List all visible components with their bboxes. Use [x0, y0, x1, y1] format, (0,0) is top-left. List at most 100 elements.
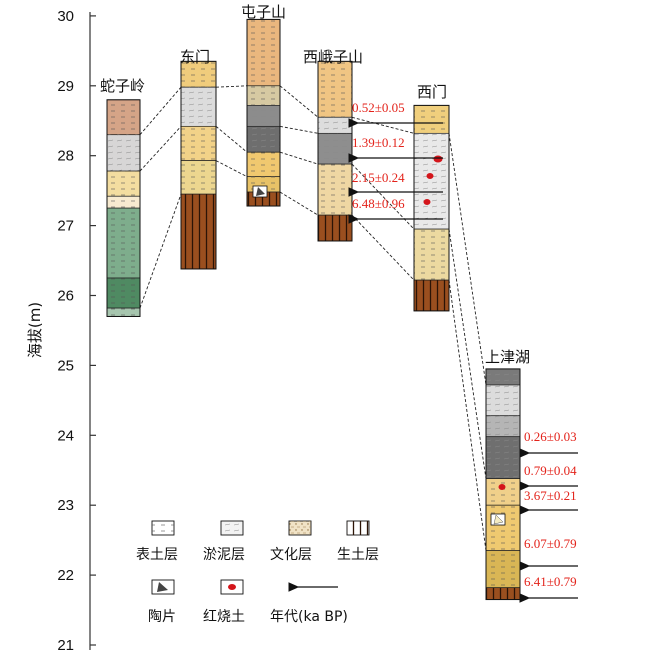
section-column-shezi: [106, 99, 141, 317]
legend-label-natural: 生土层: [337, 547, 379, 563]
section-column-ximen: [413, 104, 450, 312]
section-column-tunzi: [246, 18, 281, 207]
legend: 表土层 淤泥层 文化层 生土层 陶片 红烧土 年代(ka BP): [136, 520, 379, 625]
date-label: 2.15±0.24: [352, 170, 405, 185]
layer-texture: [486, 436, 520, 479]
layer-texture: [414, 229, 449, 281]
y-tick-label: 21: [57, 637, 74, 654]
section-label-ximen: 西门: [417, 83, 447, 101]
legend-label-burnt-clay: 红烧土: [203, 609, 245, 625]
legend-label-cultural: 文化层: [270, 547, 312, 563]
burnt-clay-marker: [426, 173, 434, 179]
section-label-xie: 西峨子山: [303, 48, 363, 66]
layer-texture: [414, 105, 449, 134]
layer-texture: [414, 280, 449, 311]
date-label: 3.67±0.21: [524, 488, 577, 503]
layer-texture: [318, 61, 352, 118]
dates-xie: 0.52±0.05 1.39±0.12 2.15±0.24 6.48±0.96: [348, 100, 443, 224]
section-label-dongmen: 东门: [180, 48, 210, 66]
section-column-xie: [317, 60, 353, 242]
correlation-line: [448, 133, 487, 386]
layer-texture: [247, 105, 280, 127]
y-axis-label: 海拔(m): [26, 302, 44, 358]
correlation-line: [448, 280, 487, 551]
layer-texture: [181, 87, 216, 127]
legend-sherd-icon: [151, 579, 175, 595]
correlation-line: [139, 193, 182, 309]
layer-texture: [107, 171, 140, 197]
layer-texture: [486, 587, 520, 600]
y-tick-label: 26: [57, 288, 74, 305]
column-outline: [106, 99, 141, 317]
layer-texture: [414, 133, 449, 230]
layer-texture: [107, 308, 140, 317]
layer-texture: [318, 133, 352, 165]
date-label: 0.26±0.03: [524, 429, 577, 444]
layer-texture: [181, 160, 216, 195]
date-label: 6.48±0.96: [352, 196, 405, 211]
correlation-line: [215, 160, 248, 178]
dates-shangjin: 0.26±0.03 0.79±0.04 3.67±0.21 6.07±0.79 …: [519, 429, 578, 603]
layer-texture: [247, 126, 280, 153]
legend-label-topsoil: 表土层: [136, 547, 178, 563]
column-outline: [246, 18, 281, 207]
y-tick-label: 23: [57, 497, 74, 514]
correlation-line: [351, 214, 415, 281]
layer-texture: [486, 505, 520, 551]
layer-texture: [486, 415, 520, 437]
date-label: 0.79±0.04: [524, 463, 577, 478]
layer-texture: [107, 196, 140, 209]
correlation-line: [279, 125, 319, 134]
column-outline: [317, 60, 353, 242]
correlation-line: [139, 86, 182, 136]
burnt-clay-marker: [423, 199, 431, 205]
legend-burnt-clay-icon: [220, 579, 244, 595]
y-tick-label: 25: [57, 357, 74, 374]
layer-texture: [486, 384, 520, 416]
section-labels: 蛇子岭 东门 屯子山 西峨子山 西门 上津湖: [100, 3, 530, 366]
layer-texture: [247, 152, 280, 177]
layer-texture: [486, 550, 520, 588]
burnt-clay-marker: [498, 484, 506, 490]
y-tick-label: 27: [57, 218, 74, 235]
section-label-shezi: 蛇子岭: [100, 77, 145, 95]
legend-label-sherd: 陶片: [148, 609, 176, 625]
section-label-tunzi: 屯子山: [241, 3, 286, 21]
y-tick-label: 29: [57, 78, 74, 95]
layer-texture: [486, 368, 520, 385]
layer-texture: [486, 478, 520, 506]
date-label: 0.52±0.05: [352, 100, 405, 115]
layer-texture: [318, 117, 352, 134]
legend-label-silt: 淤泥层: [203, 547, 245, 563]
correlation-line: [279, 151, 319, 165]
layer-texture: [318, 164, 352, 216]
correlation-line: [448, 229, 487, 479]
column-outline: [413, 104, 450, 312]
layer-texture: [318, 215, 352, 241]
y-tick-label: 28: [57, 148, 74, 165]
y-axis: 21 22 23 24 25 26 27 28 29 30 海拔(m): [26, 8, 96, 654]
layer-texture: [181, 126, 216, 161]
layer-texture: [247, 85, 280, 106]
correlation-line: [215, 125, 248, 153]
layer-texture: [107, 208, 140, 279]
correlation-line: [215, 85, 248, 88]
layer-texture: [107, 99, 140, 135]
date-label: 6.07±0.79: [524, 536, 577, 551]
correlation-line: [279, 191, 319, 216]
correlation-line: [279, 85, 319, 118]
correlation-line: [139, 126, 182, 172]
layer-texture: [107, 134, 140, 172]
layer-texture: [107, 278, 140, 309]
column-outline: [180, 60, 217, 270]
correlation-lines: [139, 85, 487, 551]
layer-texture: [247, 19, 280, 86]
section-column-shangjin: [485, 368, 521, 601]
date-label: 1.39±0.12: [352, 135, 405, 150]
burnt-clay-marker: [433, 155, 443, 163]
sherd-icon-shangjin: [490, 513, 506, 526]
layer-texture: [181, 61, 216, 88]
layer-texture: [181, 194, 216, 269]
y-tick-label: 30: [57, 8, 74, 25]
